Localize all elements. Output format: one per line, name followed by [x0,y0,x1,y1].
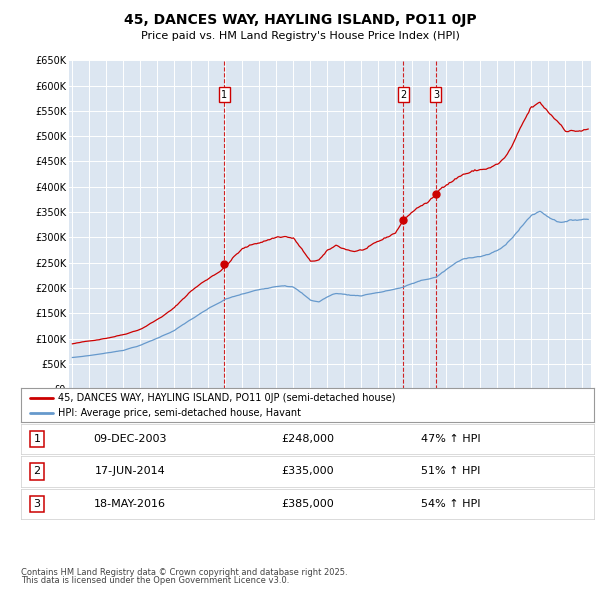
Text: 1: 1 [34,434,41,444]
Text: 18-MAY-2016: 18-MAY-2016 [94,499,166,509]
Text: 2: 2 [400,90,406,100]
Text: 3: 3 [34,499,41,509]
Text: £385,000: £385,000 [281,499,334,509]
Text: 2: 2 [34,467,41,476]
Text: 09-DEC-2003: 09-DEC-2003 [93,434,167,444]
Text: Price paid vs. HM Land Registry's House Price Index (HPI): Price paid vs. HM Land Registry's House … [140,31,460,41]
Text: 45, DANCES WAY, HAYLING ISLAND, PO11 0JP: 45, DANCES WAY, HAYLING ISLAND, PO11 0JP [124,13,476,27]
Text: 17-JUN-2014: 17-JUN-2014 [94,467,165,476]
Text: £248,000: £248,000 [281,434,334,444]
Text: 51% ↑ HPI: 51% ↑ HPI [421,467,481,476]
Text: £335,000: £335,000 [281,467,334,476]
Text: 54% ↑ HPI: 54% ↑ HPI [421,499,481,509]
Text: This data is licensed under the Open Government Licence v3.0.: This data is licensed under the Open Gov… [21,576,289,585]
Text: 47% ↑ HPI: 47% ↑ HPI [421,434,481,444]
Text: HPI: Average price, semi-detached house, Havant: HPI: Average price, semi-detached house,… [58,408,301,418]
Text: Contains HM Land Registry data © Crown copyright and database right 2025.: Contains HM Land Registry data © Crown c… [21,568,347,577]
Text: 45, DANCES WAY, HAYLING ISLAND, PO11 0JP (semi-detached house): 45, DANCES WAY, HAYLING ISLAND, PO11 0JP… [58,392,396,402]
Text: 3: 3 [433,90,439,100]
Text: 1: 1 [221,90,227,100]
